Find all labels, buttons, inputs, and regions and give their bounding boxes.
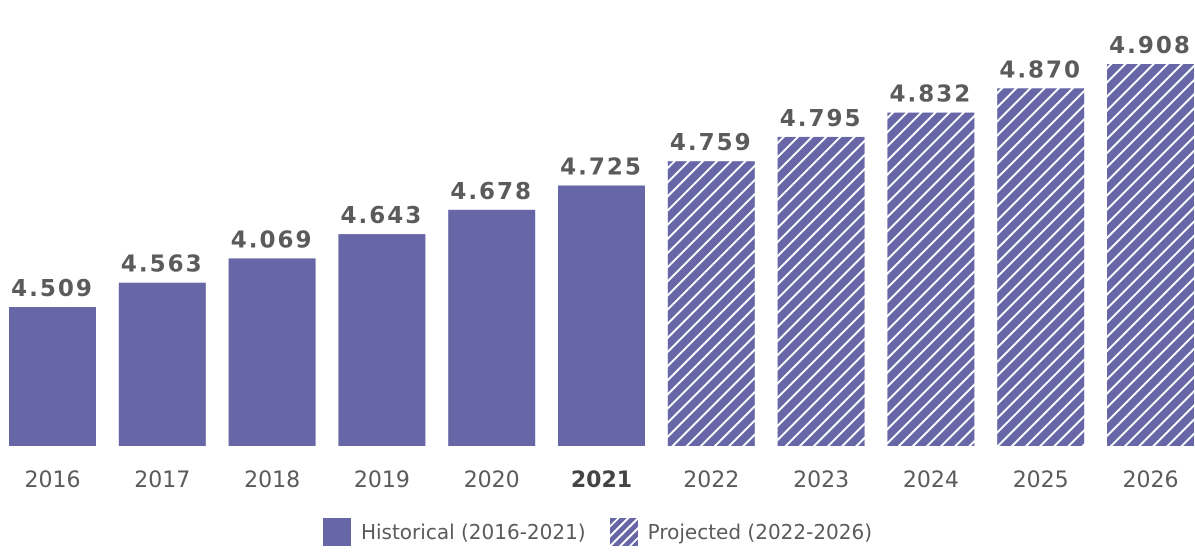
value-label-2017: 4.563 [121, 252, 204, 278]
legend: Historical (2016-2021) Projected (2022-2… [0, 514, 1195, 550]
x-tick-2017: 2017 [134, 468, 190, 493]
x-tick-2018: 2018 [244, 468, 300, 493]
legend-item-historical: Historical (2016-2021) [322, 518, 586, 546]
value-label-2024: 4.832 [890, 82, 973, 108]
x-tick-2016: 2016 [25, 468, 81, 493]
x-tick-2024: 2024 [903, 468, 959, 493]
x-tick-2021: 2021 [571, 468, 632, 493]
value-label-2025: 4.870 [999, 57, 1082, 83]
bar-2016 [9, 307, 96, 446]
value-label-2020: 4.678 [450, 179, 533, 205]
x-tick-2020: 2020 [464, 468, 520, 493]
legend-swatch-projected [609, 518, 638, 546]
value-label-2018: 4.069 [231, 227, 314, 253]
x-tick-2025: 2025 [1013, 468, 1069, 493]
bar-2025 [997, 88, 1085, 447]
bar-2022 [667, 161, 755, 446]
x-tick-2019: 2019 [354, 468, 410, 493]
value-label-2022: 4.759 [670, 130, 753, 156]
x-tick-2026: 2026 [1123, 468, 1179, 493]
bar-2024 [887, 112, 975, 446]
value-label-2026: 4.908 [1109, 33, 1192, 59]
legend-swatch-historical [322, 518, 351, 546]
value-label-2021: 4.725 [560, 155, 643, 181]
bar-2019 [338, 234, 426, 446]
value-label-2023: 4.795 [780, 106, 863, 132]
x-tick-2023: 2023 [793, 468, 849, 493]
legend-item-projected: Projected (2022-2026) [609, 518, 873, 546]
value-label-2016: 4.509 [11, 276, 94, 302]
bar-2023 [777, 136, 865, 446]
legend-label-projected: Projected (2022-2026) [647, 520, 873, 544]
legend-label-historical: Historical (2016-2021) [360, 520, 586, 544]
bar-2020 [448, 209, 536, 446]
bar-2018 [228, 258, 316, 446]
bar-2017 [118, 282, 206, 446]
bar-2021 [558, 185, 645, 446]
x-tick-2022: 2022 [683, 468, 739, 493]
bar-2026 [1107, 64, 1194, 446]
value-label-2019: 4.643 [341, 203, 424, 229]
